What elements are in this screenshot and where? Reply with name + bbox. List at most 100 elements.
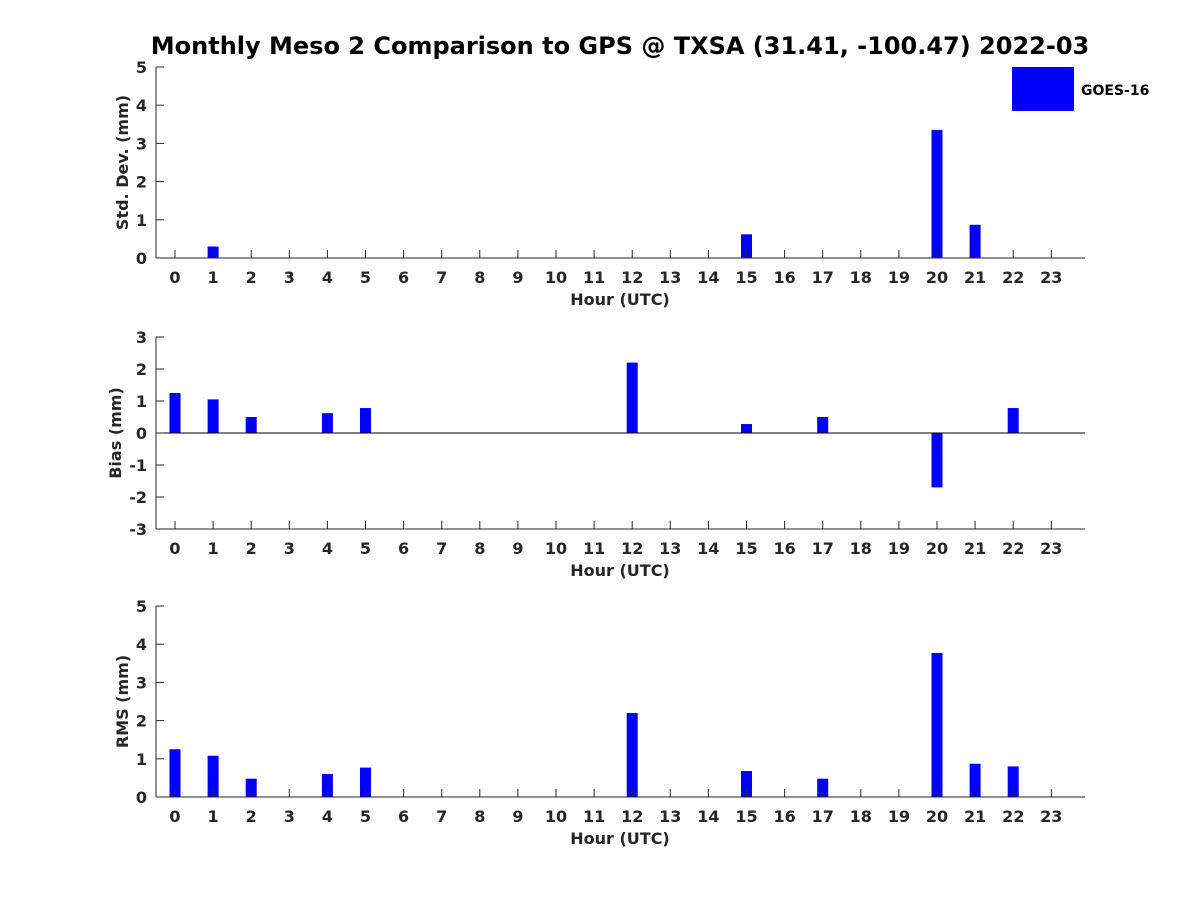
bar-hour-20	[931, 433, 943, 488]
x-tick-label: 18	[850, 268, 872, 287]
x-tick-label: 11	[583, 539, 605, 558]
x-tick-label: 7	[436, 807, 447, 826]
x-tick-label: 23	[1040, 539, 1062, 558]
x-tick-label: 2	[246, 268, 257, 287]
x-tick-label: 5	[360, 539, 371, 558]
y-axis-label: Bias (mm)	[106, 387, 125, 479]
x-tick-label: 12	[621, 539, 643, 558]
bar-hour-21	[969, 763, 981, 797]
x-tick-label: 20	[926, 807, 948, 826]
y-tick-label: 5	[136, 597, 147, 616]
x-tick-label: 4	[322, 268, 333, 287]
bar-hour-22	[1007, 408, 1019, 433]
y-tick-label: 1	[136, 750, 147, 769]
x-tick-label: 5	[360, 807, 371, 826]
bar-hour-17	[817, 417, 829, 433]
x-tick-label: 17	[812, 539, 834, 558]
bar-hour-4	[321, 413, 333, 433]
y-tick-label: -1	[129, 456, 147, 475]
x-tick-label: 22	[1002, 539, 1024, 558]
x-tick-label: 10	[545, 268, 567, 287]
x-tick-label: 16	[773, 539, 795, 558]
x-tick-label: 10	[545, 539, 567, 558]
bar-hour-5	[360, 767, 371, 797]
x-axis-label: Hour (UTC)	[570, 561, 670, 580]
x-tick-label: 8	[474, 539, 485, 558]
x-tick-label: 23	[1040, 807, 1062, 826]
y-tick-label: 1	[136, 211, 147, 230]
y-tick-label: 5	[136, 58, 147, 77]
x-tick-label: 11	[583, 268, 605, 287]
y-tick-label: 0	[136, 788, 147, 807]
bar-hour-1	[207, 755, 219, 797]
y-tick-label: 3	[136, 673, 147, 692]
bar-hour-15	[741, 234, 752, 258]
y-tick-label: 0	[136, 424, 147, 443]
x-tick-label: 18	[850, 539, 872, 558]
x-tick-label: 6	[398, 807, 409, 826]
x-tick-label: 13	[659, 268, 681, 287]
bar-hour-0	[169, 393, 181, 433]
x-tick-label: 14	[697, 539, 719, 558]
y-tick-label: 2	[136, 712, 147, 731]
bar-hour-15	[741, 424, 752, 433]
x-tick-label: 20	[926, 539, 948, 558]
x-tick-label: 12	[621, 268, 643, 287]
x-tick-label: 9	[512, 807, 523, 826]
x-tick-label: 1	[208, 539, 219, 558]
x-tick-label: 11	[583, 807, 605, 826]
x-tick-label: 3	[284, 268, 295, 287]
bar-hour-0	[169, 749, 181, 797]
bar-hour-2	[245, 417, 257, 433]
x-tick-label: 5	[360, 268, 371, 287]
x-tick-label: 8	[474, 807, 485, 826]
x-tick-label: 14	[697, 268, 719, 287]
x-tick-label: 19	[888, 268, 910, 287]
x-tick-label: 22	[1002, 268, 1024, 287]
x-tick-label: 21	[964, 539, 986, 558]
x-tick-label: 19	[888, 807, 910, 826]
y-tick-label: 2	[136, 173, 147, 192]
x-tick-label: 1	[208, 807, 219, 826]
chart-title: Monthly Meso 2 Comparison to GPS @ TXSA …	[151, 32, 1089, 60]
y-tick-label: 4	[136, 635, 147, 654]
bar-hour-20	[931, 652, 943, 797]
x-tick-label: 8	[474, 268, 485, 287]
x-tick-label: 2	[246, 807, 257, 826]
bar-hour-20	[931, 130, 943, 258]
x-tick-label: 15	[735, 807, 757, 826]
y-tick-label: 3	[136, 328, 147, 347]
x-tick-label: 10	[545, 807, 567, 826]
bar-hour-22	[1007, 766, 1019, 797]
x-tick-label: 22	[1002, 807, 1024, 826]
x-tick-label: 18	[850, 807, 872, 826]
x-tick-label: 6	[398, 268, 409, 287]
x-tick-label: 17	[812, 807, 834, 826]
x-tick-label: 13	[659, 807, 681, 826]
bar-hour-2	[245, 778, 257, 797]
bar-hour-1	[207, 399, 219, 433]
legend: GOES-16	[1012, 67, 1149, 111]
x-tick-label: 1	[208, 268, 219, 287]
x-axis-label: Hour (UTC)	[570, 290, 670, 309]
x-tick-label: 15	[735, 268, 757, 287]
y-tick-label: 2	[136, 360, 147, 379]
bar-hour-4	[321, 774, 333, 797]
x-tick-label: 4	[322, 807, 333, 826]
bar-hour-12	[626, 362, 638, 433]
x-tick-label: 0	[169, 268, 180, 287]
y-tick-label: -3	[129, 520, 147, 539]
x-tick-label: 0	[169, 539, 180, 558]
x-tick-label: 2	[246, 539, 257, 558]
x-tick-label: 12	[621, 807, 643, 826]
x-tick-label: 23	[1040, 268, 1062, 287]
x-tick-label: 14	[697, 807, 719, 826]
bar-hour-12	[626, 712, 638, 797]
y-axis-label: RMS (mm)	[113, 655, 132, 748]
x-tick-label: 9	[512, 268, 523, 287]
x-tick-label: 7	[436, 268, 447, 287]
